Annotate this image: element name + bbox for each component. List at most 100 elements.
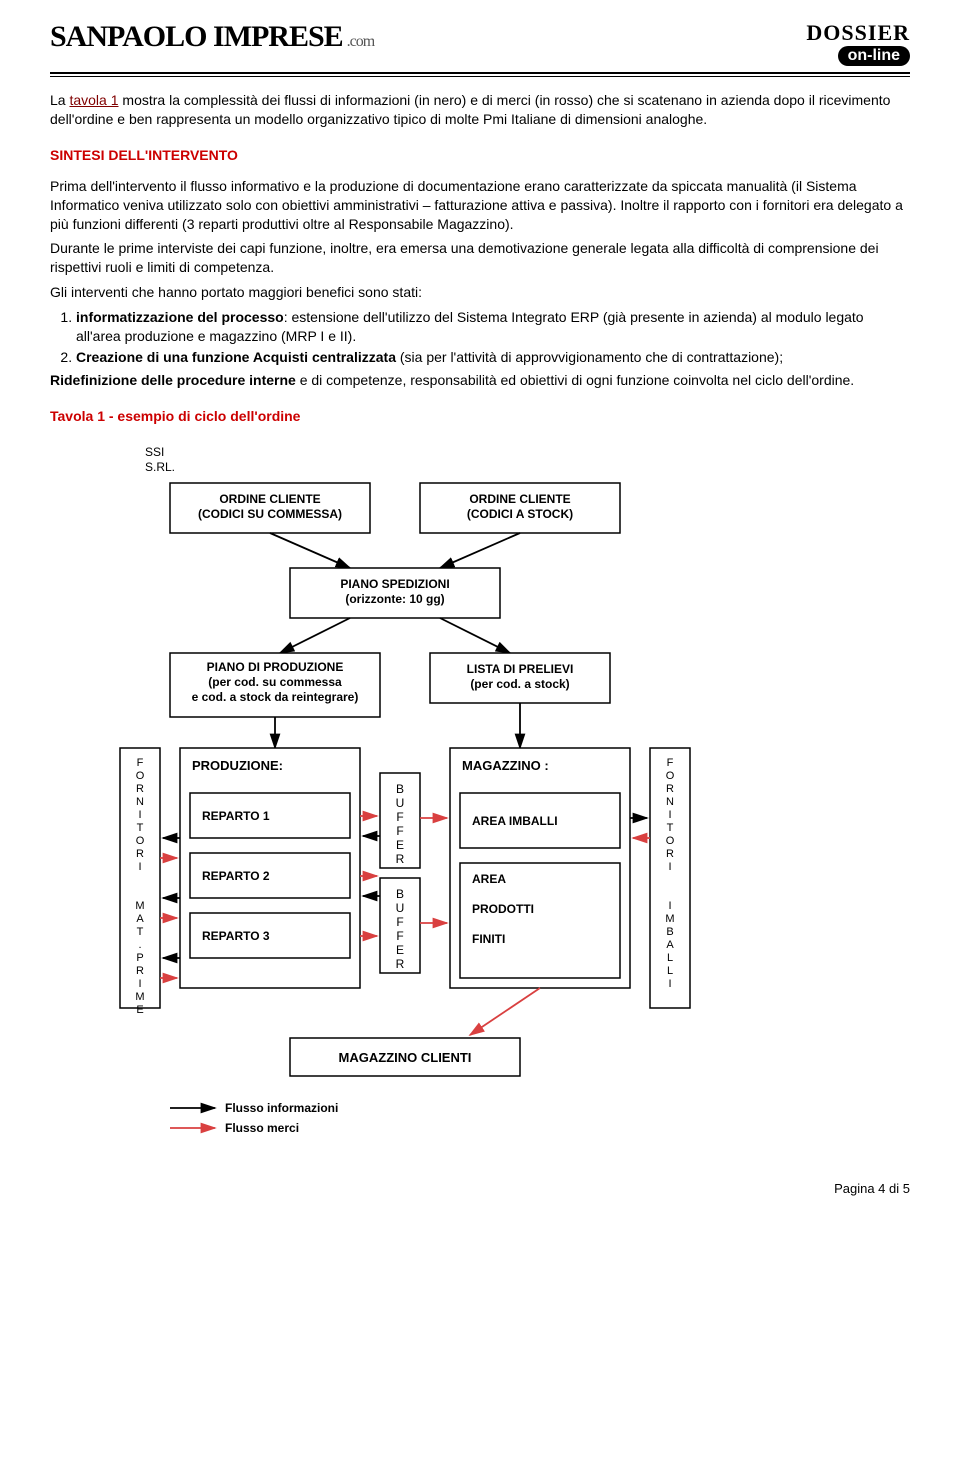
svg-text:ORDINE CLIENTE: ORDINE CLIENTE	[469, 492, 570, 506]
intro-prefix: La	[50, 92, 69, 108]
svg-text:T: T	[667, 822, 674, 834]
svg-text:MAGAZZINO :: MAGAZZINO :	[462, 758, 549, 773]
svg-text:(per cod. a stock): (per cod. a stock)	[470, 677, 569, 691]
svg-text:R: R	[136, 848, 144, 860]
svg-text:T: T	[137, 926, 144, 938]
svg-text:U: U	[396, 901, 405, 915]
svg-text:F: F	[396, 810, 403, 824]
svg-text:e cod. a stock da reintegrare): e cod. a stock da reintegrare)	[192, 690, 359, 704]
para-2: Durante le prime interviste dei capi fun…	[50, 239, 910, 277]
svg-text:I: I	[668, 900, 671, 912]
list-item-1: informatizzazione del processo: estensio…	[76, 308, 910, 346]
svg-text:PIANO SPEDIZIONI: PIANO SPEDIZIONI	[340, 577, 449, 591]
svg-text:AREA IMBALLI: AREA IMBALLI	[472, 814, 558, 828]
svg-text:PRODUZIONE:: PRODUZIONE:	[192, 758, 283, 773]
svg-text:B: B	[396, 782, 404, 796]
svg-text:(CODICI A STOCK): (CODICI A STOCK)	[467, 507, 573, 521]
dossier-text: DOSSIER	[806, 20, 910, 46]
svg-text:LISTA DI PRELIEVI: LISTA DI PRELIEVI	[467, 662, 574, 676]
svg-text:R: R	[396, 957, 405, 971]
interventi-list: informatizzazione del processo: estensio…	[76, 308, 910, 367]
svg-text:M: M	[665, 913, 674, 925]
svg-text:A: A	[136, 913, 144, 925]
svg-text:N: N	[666, 796, 674, 808]
svg-text:F: F	[137, 757, 144, 769]
svg-text:REPARTO 2: REPARTO 2	[202, 869, 270, 883]
svg-text:(per cod. su commessa: (per cod. su commessa	[208, 675, 342, 689]
logo-sanpaolo: SANPAOLO IMPRESE .com	[50, 20, 374, 54]
svg-text:L: L	[667, 965, 673, 977]
svg-text:O: O	[666, 835, 675, 847]
svg-text:S.RL.: S.RL.	[145, 460, 175, 474]
svg-text:(orizzonte: 10 gg): (orizzonte: 10 gg)	[345, 592, 444, 606]
svg-text:I: I	[668, 809, 671, 821]
svg-text:I: I	[668, 978, 671, 990]
svg-text:F: F	[396, 929, 403, 943]
logo-dossier: DOSSIER on-line	[806, 20, 910, 66]
svg-text:M: M	[135, 991, 144, 1003]
page-footer: Pagina 4 di 5	[50, 1181, 910, 1196]
svg-text:REPARTO 3: REPARTO 3	[202, 929, 270, 943]
svg-text:P: P	[136, 952, 143, 964]
svg-text:I: I	[668, 861, 671, 873]
svg-text:A: A	[666, 939, 674, 951]
item1-bold: informatizzazione del processo	[76, 309, 284, 325]
svg-text:Flusso merci: Flusso merci	[225, 1121, 299, 1135]
page-header: SANPAOLO IMPRESE .com DOSSIER on-line	[50, 20, 910, 66]
svg-text:B: B	[666, 926, 673, 938]
svg-text:N: N	[136, 796, 144, 808]
logo-main-text: SANPAOLO IMPRESE	[50, 20, 343, 54]
svg-text:SSI: SSI	[145, 445, 164, 459]
intro-rest: mostra la complessità dei flussi di info…	[50, 92, 890, 127]
svg-text:REPARTO 1: REPARTO 1	[202, 809, 270, 823]
diagram-container: SSIS.RL.ORDINE CLIENTE(CODICI SU COMMESS…	[50, 438, 910, 1161]
svg-text:L: L	[667, 952, 673, 964]
svg-text:ORDINE CLIENTE: ORDINE CLIENTE	[219, 492, 320, 506]
online-badge: on-line	[838, 46, 910, 66]
svg-text:MAGAZZINO CLIENTI: MAGAZZINO CLIENTI	[339, 1050, 472, 1065]
list-item-2: Creazione di una funzione Acquisti centr…	[76, 348, 910, 367]
intro-paragraph: La tavola 1 mostra la complessità dei fl…	[50, 91, 910, 129]
svg-text:I: I	[138, 978, 141, 990]
item2-rest: (sia per l'attività di approvvigionament…	[396, 349, 783, 365]
svg-text:E: E	[136, 1004, 143, 1016]
svg-text:AREA: AREA	[472, 872, 506, 886]
item2-bold: Creazione di una funzione Acquisti centr…	[76, 349, 396, 365]
para4-rest: e di competenze, responsabilità ed obiet…	[296, 372, 854, 388]
svg-text:FINITI: FINITI	[472, 932, 505, 946]
para4-bold: Ridefinizione delle procedure interne	[50, 372, 296, 388]
svg-text:R: R	[136, 965, 144, 977]
para-1: Prima dell'intervento il flusso informat…	[50, 177, 910, 234]
svg-text:Flusso informazioni: Flusso informazioni	[225, 1101, 338, 1115]
flowchart-svg: SSIS.RL.ORDINE CLIENTE(CODICI SU COMMESS…	[50, 438, 750, 1158]
svg-text:O: O	[136, 770, 145, 782]
svg-text:F: F	[396, 915, 403, 929]
svg-text:.: .	[138, 939, 141, 951]
para-3: Gli interventi che hanno portato maggior…	[50, 283, 910, 302]
svg-text:(CODICI SU COMMESSA): (CODICI SU COMMESSA)	[198, 507, 342, 521]
svg-text:R: R	[396, 852, 405, 866]
svg-text:O: O	[136, 835, 145, 847]
header-rule-thick	[50, 72, 910, 74]
tavola-link[interactable]: tavola 1	[69, 92, 118, 108]
svg-text:R: R	[666, 848, 674, 860]
svg-text:R: R	[666, 783, 674, 795]
tavola-heading: Tavola 1 - esempio di ciclo dell'ordine	[50, 408, 910, 424]
svg-text:PRODOTTI: PRODOTTI	[472, 902, 534, 916]
header-rule-thin	[50, 76, 910, 77]
section-heading-sintesi: SINTESI DELL'INTERVENTO	[50, 147, 910, 163]
svg-text:E: E	[396, 943, 404, 957]
svg-text:F: F	[667, 757, 674, 769]
svg-text:E: E	[396, 838, 404, 852]
svg-text:R: R	[136, 783, 144, 795]
svg-text:I: I	[138, 861, 141, 873]
svg-text:O: O	[666, 770, 675, 782]
svg-text:M: M	[135, 900, 144, 912]
svg-text:PIANO DI PRODUZIONE: PIANO DI PRODUZIONE	[207, 660, 344, 674]
logo-suffix: .com	[347, 33, 375, 51]
svg-text:F: F	[396, 824, 403, 838]
svg-text:T: T	[137, 822, 144, 834]
svg-text:U: U	[396, 796, 405, 810]
svg-text:I: I	[138, 809, 141, 821]
para-4: Ridefinizione delle procedure interne e …	[50, 371, 910, 390]
